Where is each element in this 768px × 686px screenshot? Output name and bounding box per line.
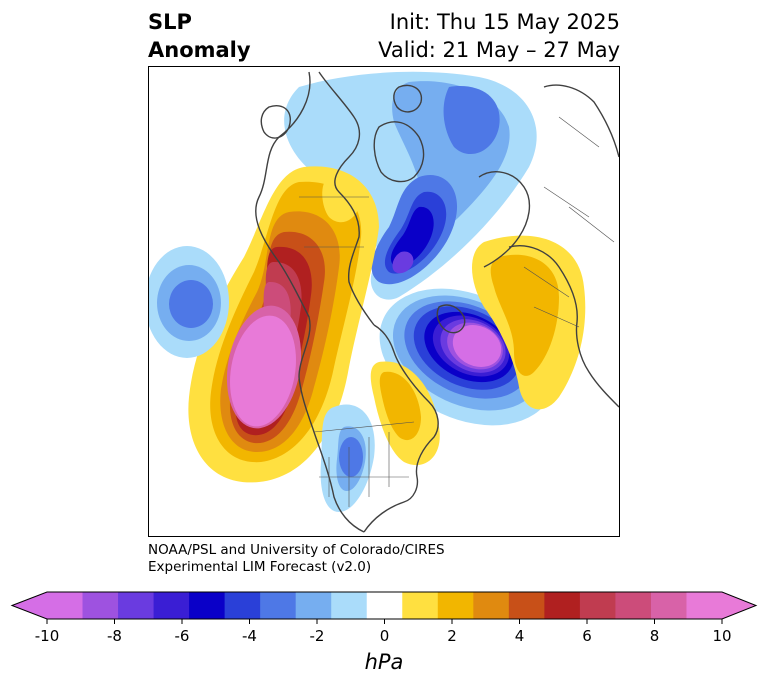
eastern-na-high-anomaly: [370, 361, 440, 466]
title-variable-type: Anomaly: [148, 38, 251, 62]
colorbar-extend-max: [722, 592, 756, 619]
colorbar-swatch: [331, 592, 368, 619]
colorbar-unit-label: hPa: [365, 650, 404, 674]
colorbar-swatch: [437, 592, 474, 619]
colorbar-tick-label: -10: [35, 627, 60, 645]
colorbar-tick-label: 10: [712, 627, 731, 645]
colorbar: -10 -8 -6 -4 -2 0 2 4 6 8 10 hPa: [10, 591, 758, 674]
colorbar-tick-label: -6: [175, 627, 190, 645]
colorbar-swatch: [82, 592, 119, 619]
colorbar-swatch: [615, 592, 652, 619]
data-credit: NOAA/PSL and University of Colorado/CIRE…: [148, 542, 445, 576]
colorbar-swatch: [508, 592, 545, 619]
forecast-dates: Init: Thu 15 May 2025 Valid: 21 May – 27…: [378, 8, 620, 64]
pacific-high-anomaly: [188, 166, 379, 483]
colorbar-swatch: [260, 592, 297, 619]
colorbar-tick-label: 6: [582, 627, 592, 645]
map-canvas: [149, 67, 619, 536]
colorbar-tick-label: -4: [242, 627, 257, 645]
colorbar-swatch: [650, 592, 687, 619]
colorbar-tick-label: -8: [107, 627, 122, 645]
title-variable: SLP: [148, 10, 192, 34]
arctic-low-anomaly: [284, 71, 537, 300]
colorbar-extend-min: [12, 592, 47, 619]
colorbar-swatch: [402, 592, 439, 619]
colorbar-swatch: [118, 592, 155, 619]
colorbar-tick-label: 4: [515, 627, 525, 645]
colorbar-swatch: [153, 592, 190, 619]
credit-line-1: NOAA/PSL and University of Colorado/CIRE…: [148, 542, 445, 558]
colorbar-tick-label: 8: [650, 627, 660, 645]
colorbar-swatch: [295, 592, 332, 619]
colorbar-swatch: [473, 592, 510, 619]
colorbar-swatch: [366, 592, 403, 619]
colorbar-tick-label: 2: [447, 627, 457, 645]
colorbar-swatch: [47, 592, 84, 619]
colorbar-swatch: [579, 592, 616, 619]
map-title: SLP Anomaly: [148, 8, 251, 64]
europe-high-anomaly: [471, 235, 586, 410]
east-pacific-low-anomaly: [149, 246, 229, 358]
colorbar-swatch: [544, 592, 581, 619]
valid-range: Valid: 21 May – 27 May: [378, 38, 620, 62]
coastlines: [255, 71, 619, 533]
political-borders: [299, 116, 615, 507]
colorbar-tick-label: 0: [380, 627, 390, 645]
colorbar-swatch: [189, 592, 226, 619]
colorbar-swatch: [224, 592, 261, 619]
colorbar-swatch: [686, 592, 723, 619]
credit-line-2: Experimental LIM Forecast (v2.0): [148, 559, 372, 575]
init-date: Init: Thu 15 May 2025: [389, 10, 620, 34]
slp-anomaly-map: [148, 66, 620, 537]
colorbar-tick-label: -2: [310, 627, 325, 645]
us-low-anomaly: [320, 404, 375, 512]
